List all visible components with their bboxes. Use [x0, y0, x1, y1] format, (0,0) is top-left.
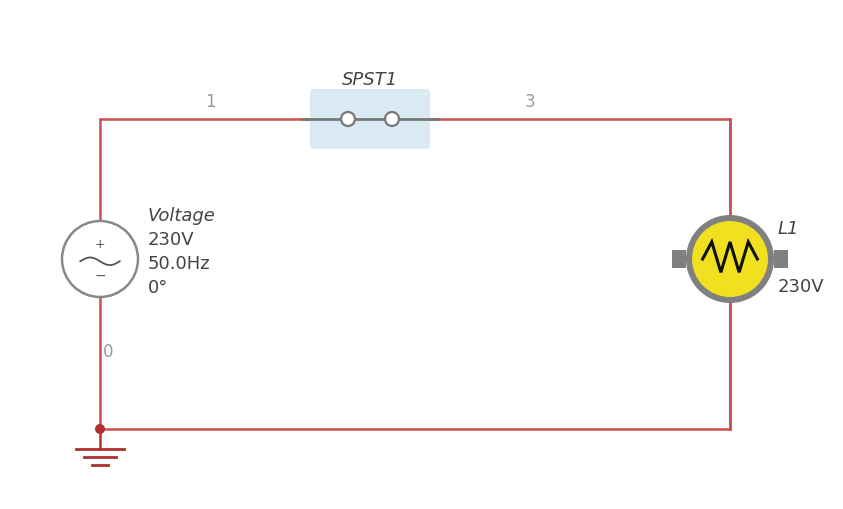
- Circle shape: [385, 113, 399, 127]
- Text: 230V: 230V: [148, 231, 195, 248]
- Text: L1: L1: [778, 219, 799, 238]
- Text: −: −: [94, 268, 106, 282]
- Text: 0°: 0°: [148, 278, 169, 296]
- Circle shape: [341, 113, 355, 127]
- Text: 50.0Hz: 50.0Hz: [148, 254, 211, 272]
- Text: 0: 0: [103, 343, 113, 360]
- FancyBboxPatch shape: [310, 90, 430, 150]
- Text: Voltage: Voltage: [148, 207, 216, 224]
- Text: 230V: 230V: [778, 277, 824, 295]
- Circle shape: [692, 221, 768, 297]
- Circle shape: [686, 216, 774, 303]
- Text: +: +: [94, 237, 105, 250]
- Text: SPST1: SPST1: [342, 71, 398, 89]
- Circle shape: [62, 221, 138, 297]
- Text: 1: 1: [205, 93, 215, 111]
- Circle shape: [95, 424, 105, 434]
- Bar: [672, 250, 686, 268]
- Bar: [774, 250, 788, 268]
- Text: 3: 3: [524, 93, 535, 111]
